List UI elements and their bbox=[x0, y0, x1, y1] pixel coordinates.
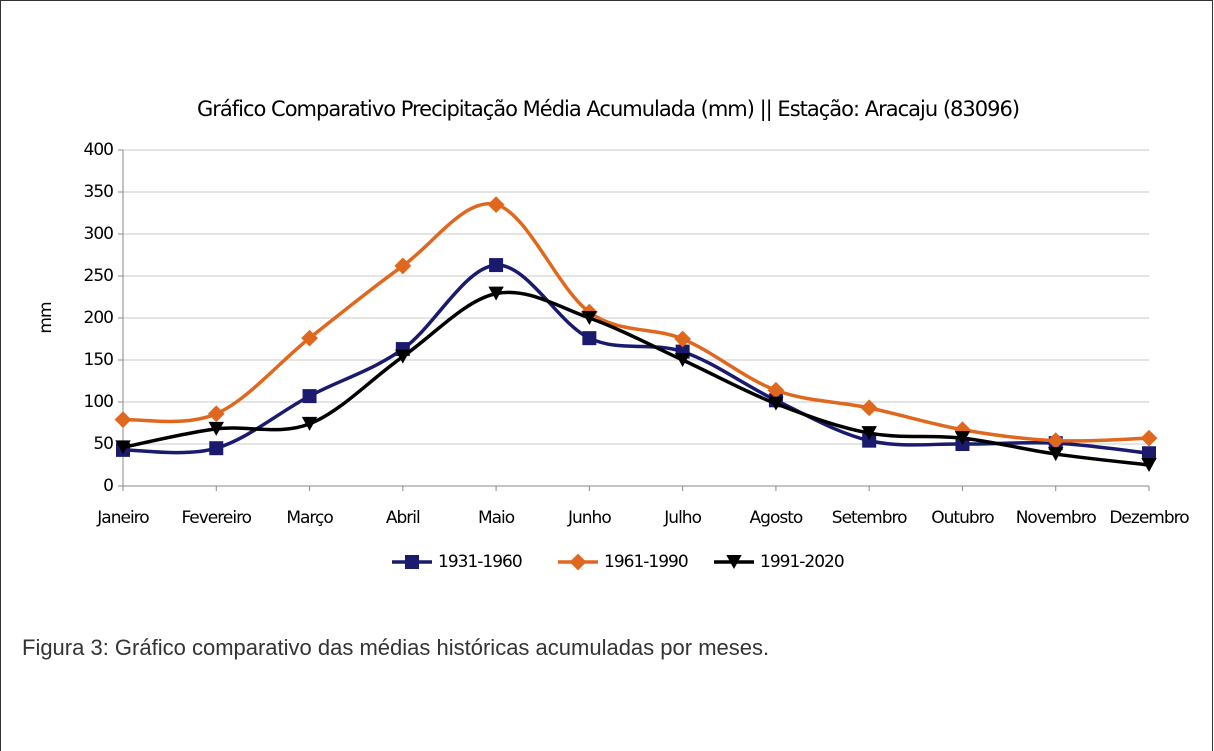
marker bbox=[394, 257, 412, 275]
marker bbox=[1142, 446, 1156, 461]
x-tick-label: Março bbox=[286, 508, 333, 528]
marker bbox=[115, 440, 131, 455]
marker bbox=[674, 353, 691, 367]
marker bbox=[114, 411, 132, 429]
y-axis-label: mm bbox=[36, 302, 56, 334]
marker bbox=[862, 433, 877, 448]
marker bbox=[581, 311, 598, 325]
x-tick-label: Abril bbox=[386, 508, 420, 528]
series-line bbox=[122, 263, 1150, 455]
marker bbox=[954, 431, 971, 446]
y-tick-label: 150 bbox=[84, 350, 114, 370]
caption: Figura 3: Gráfico comparativo das médias… bbox=[22, 635, 769, 660]
marker bbox=[487, 196, 505, 213]
marker bbox=[302, 389, 317, 404]
marker bbox=[861, 426, 877, 441]
marker bbox=[1140, 429, 1158, 447]
marker bbox=[489, 258, 504, 273]
marker bbox=[569, 553, 587, 571]
marker bbox=[301, 329, 318, 347]
legend-label: 1931-1960 bbox=[438, 552, 522, 572]
y-tick-label: 400 bbox=[84, 140, 114, 160]
y-tick-label: 350 bbox=[84, 182, 114, 202]
series-line bbox=[122, 202, 1150, 443]
marker bbox=[726, 555, 742, 569]
y-tick-label: 200 bbox=[84, 308, 114, 328]
y-tick-label: 0 bbox=[103, 476, 113, 496]
marker bbox=[860, 399, 878, 417]
y-tick-label: 250 bbox=[84, 266, 114, 286]
marker bbox=[301, 416, 318, 431]
marker bbox=[1141, 458, 1157, 472]
marker bbox=[395, 349, 411, 364]
legend-label: 1961-1990 bbox=[604, 552, 688, 572]
x-tick-label: Junho bbox=[567, 508, 611, 528]
marker bbox=[207, 405, 225, 423]
marker bbox=[488, 286, 504, 301]
y-tick-label: 100 bbox=[84, 392, 114, 412]
marker bbox=[209, 441, 224, 456]
chart-title: Gráfico Comparativo Precipitação Média A… bbox=[197, 97, 1019, 122]
legend-label: 1991-2020 bbox=[760, 552, 844, 572]
x-tick-label: Julho bbox=[663, 508, 701, 528]
x-tick-label: Fevereiro bbox=[181, 508, 251, 528]
y-tick-label: 300 bbox=[84, 224, 114, 244]
x-tick-label: Setembro bbox=[832, 508, 907, 528]
marker bbox=[208, 421, 224, 436]
marker bbox=[1047, 432, 1065, 450]
x-tick-label: Outubro bbox=[931, 508, 994, 528]
x-tick-label: Novembro bbox=[1016, 508, 1097, 528]
y-tick-label: 50 bbox=[93, 434, 113, 454]
x-tick-label: Janeiro bbox=[96, 508, 149, 528]
marker bbox=[582, 331, 597, 346]
marker bbox=[1048, 447, 1064, 462]
marker bbox=[405, 555, 419, 569]
marker bbox=[674, 330, 692, 348]
x-tick-label: Maio bbox=[478, 508, 515, 528]
x-tick-label: Agosto bbox=[750, 508, 803, 528]
marker bbox=[767, 381, 785, 399]
x-tick-label: Dezembro bbox=[1109, 508, 1189, 528]
marker bbox=[768, 396, 784, 411]
